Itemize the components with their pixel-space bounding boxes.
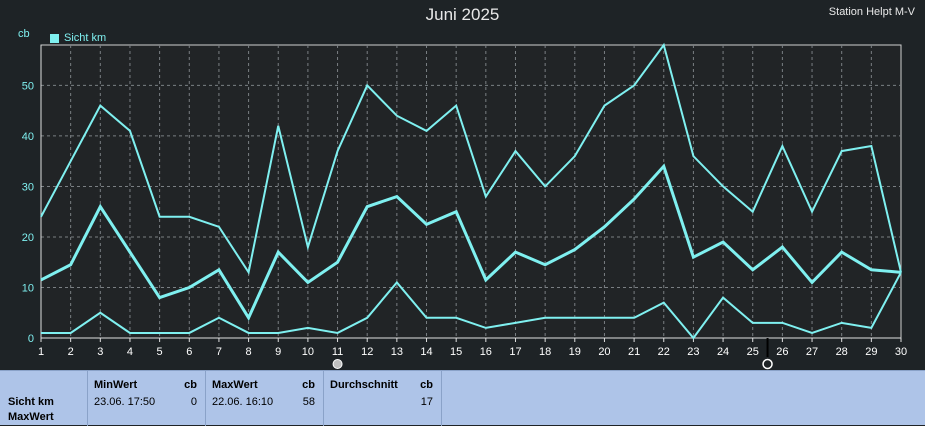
min-unit: cb bbox=[184, 379, 197, 391]
x-tick-label: 5 bbox=[157, 346, 163, 358]
x-tick-label: 6 bbox=[186, 346, 192, 358]
x-tick-label: 13 bbox=[391, 346, 403, 358]
min-value: 0 bbox=[190, 396, 197, 408]
x-tick-label: 23 bbox=[687, 346, 699, 358]
x-tick-label: 1 bbox=[38, 346, 44, 358]
min-time: 23.06. 17:50 bbox=[94, 396, 156, 408]
x-tick-label: 14 bbox=[420, 346, 432, 358]
x-tick-label: 11 bbox=[332, 346, 343, 358]
x-tick-label: 2 bbox=[68, 346, 74, 358]
y-tick-label: 0 bbox=[28, 333, 34, 345]
x-tick-label: 24 bbox=[717, 346, 729, 358]
x-tick-label: 21 bbox=[628, 346, 640, 358]
y-tick-label: 50 bbox=[22, 80, 34, 92]
series-line bbox=[40, 42, 902, 275]
x-tick-label: 12 bbox=[361, 346, 373, 358]
max-header: MaxWert bbox=[212, 379, 258, 391]
x-tick-label: 25 bbox=[747, 346, 759, 358]
legend-label: Sicht km bbox=[64, 32, 107, 44]
stats-row-label: Sicht km bbox=[8, 396, 54, 408]
legend: Sicht km bbox=[50, 32, 106, 44]
x-tick-label: 7 bbox=[216, 346, 222, 358]
x-tick-label: 3 bbox=[97, 346, 103, 358]
y-tick-label: 10 bbox=[22, 282, 34, 294]
y-tick-label: 30 bbox=[22, 181, 34, 193]
x-tick-label: 26 bbox=[776, 346, 788, 358]
x-tick-label: 28 bbox=[836, 346, 848, 358]
avg-unit: cb bbox=[420, 379, 433, 391]
avg-value: 17 bbox=[420, 396, 433, 408]
x-tick-label: 8 bbox=[246, 346, 252, 358]
x-tick-label: 4 bbox=[127, 346, 133, 358]
x-tick-label: 15 bbox=[450, 346, 462, 358]
series-line bbox=[40, 163, 902, 321]
y-tick-label: 40 bbox=[22, 131, 34, 143]
x-tick-label: 9 bbox=[275, 346, 281, 358]
x-tick-label: 29 bbox=[865, 346, 877, 358]
max-unit: cb bbox=[302, 379, 315, 391]
stats-panel: Sicht km MaxWert MinWert cb 23.06. 17:50… bbox=[0, 370, 925, 426]
y-tick-label: 20 bbox=[22, 232, 34, 244]
stats-row-label-cell: Sicht km MaxWert bbox=[0, 371, 88, 426]
min-cell: MinWert cb 23.06. 17:50 0 bbox=[88, 371, 206, 426]
x-tick-label: 16 bbox=[480, 346, 492, 358]
chart-title: Juni 2025 bbox=[425, 5, 500, 24]
max-time: 22.06. 16:10 bbox=[212, 396, 274, 408]
max-cell: MaxWert cb 22.06. 16:10 58 bbox=[206, 371, 324, 426]
x-tick-label: 18 bbox=[539, 346, 551, 358]
x-tick-label: 30 bbox=[895, 346, 907, 358]
full-moon-icon bbox=[762, 358, 773, 370]
x-tick-label: 10 bbox=[302, 346, 314, 358]
avg-cell: Durchschnitt cb 17 bbox=[324, 371, 442, 426]
x-tick-label: 22 bbox=[658, 346, 670, 358]
avg-header: Durchschnitt bbox=[330, 379, 398, 391]
x-tick-label: 20 bbox=[598, 346, 610, 358]
legend-swatch bbox=[50, 33, 59, 43]
station-name: Station Helpt M-V bbox=[828, 6, 915, 18]
series-line bbox=[41, 271, 902, 340]
new-moon-icon bbox=[332, 359, 343, 369]
x-tick-label: 19 bbox=[569, 346, 581, 358]
x-tick-label: 17 bbox=[509, 346, 521, 358]
min-header: MinWert bbox=[94, 379, 138, 391]
stats-row-sublabel: MaxWert bbox=[8, 411, 54, 423]
x-tick-label: 27 bbox=[806, 346, 818, 358]
y-unit-label: cb bbox=[18, 28, 30, 40]
max-value: 58 bbox=[302, 396, 315, 408]
